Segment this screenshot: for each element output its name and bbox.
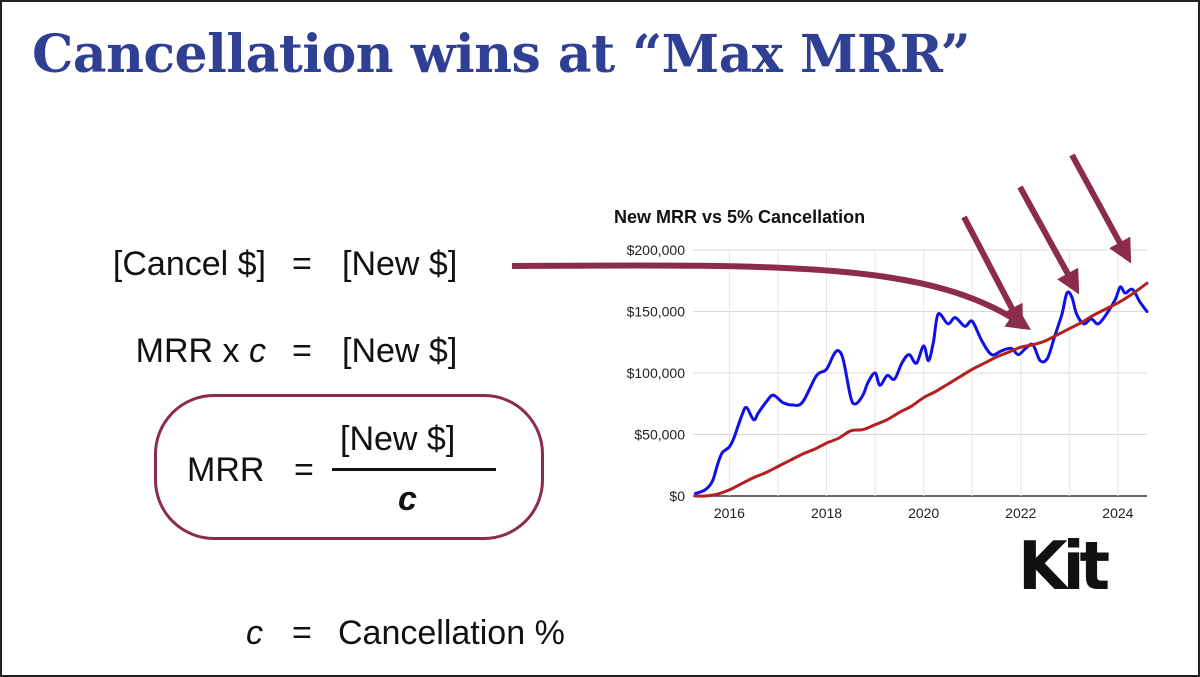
tick-layer: $0 $50,000 $100,000 $150,000 $200,000 2016 201…	[627, 242, 1134, 521]
formula-box	[154, 394, 544, 540]
x-tick-label: 2024	[1102, 505, 1133, 521]
eq1-rhs: [New $]	[342, 245, 458, 283]
y-tick-label: $100,000	[627, 365, 686, 381]
x-tick-label: 2016	[714, 505, 745, 521]
callout-arrow-3	[1069, 153, 1132, 264]
y-tick-label: $200,000	[627, 242, 686, 258]
series-line-new-mrr	[693, 285, 1149, 495]
y-tick-label: $150,000	[627, 304, 686, 320]
formula-numerator: [New $]	[340, 420, 456, 458]
eq2-lhs-prefix: MRR x	[135, 332, 249, 370]
eq1-equals: =	[292, 245, 312, 283]
definition-text: Cancellation %	[338, 614, 565, 652]
eq2-lhs-var: c	[249, 332, 266, 370]
formula-denominator: c	[398, 480, 417, 518]
page-title: Cancellation wins at “Max MRR”	[32, 24, 971, 85]
chart-title: New MRR vs 5% Cancellation	[614, 207, 866, 227]
x-tick-label: 2020	[908, 505, 939, 521]
annotation-layer	[511, 153, 1132, 330]
kit-logo: Kit	[1018, 528, 1110, 606]
x-tick-label: 2018	[811, 505, 842, 521]
formula-equals: =	[294, 451, 314, 489]
series-line-5-cancellation	[693, 281, 1149, 498]
eq2-rhs: [New $]	[342, 332, 458, 370]
fraction-bar	[332, 468, 496, 471]
definition-equals: =	[292, 614, 312, 652]
y-tick-label: $0	[669, 488, 685, 504]
callout-arrow-1	[961, 215, 1024, 330]
definition-symbol: c	[246, 614, 263, 652]
formula-lhs: MRR	[187, 451, 265, 489]
y-tick-label: $50,000	[634, 427, 685, 443]
series-layer	[693, 281, 1149, 498]
eq2-equals: =	[292, 332, 312, 370]
eq1-lhs: [Cancel $]	[112, 245, 266, 283]
x-tick-label: 2022	[1005, 505, 1036, 521]
grid-layer	[693, 249, 1147, 497]
eq2-lhs: MRR x c	[136, 332, 266, 371]
callout-arrow-2	[1017, 185, 1080, 295]
connector-arrow	[511, 262, 1031, 330]
